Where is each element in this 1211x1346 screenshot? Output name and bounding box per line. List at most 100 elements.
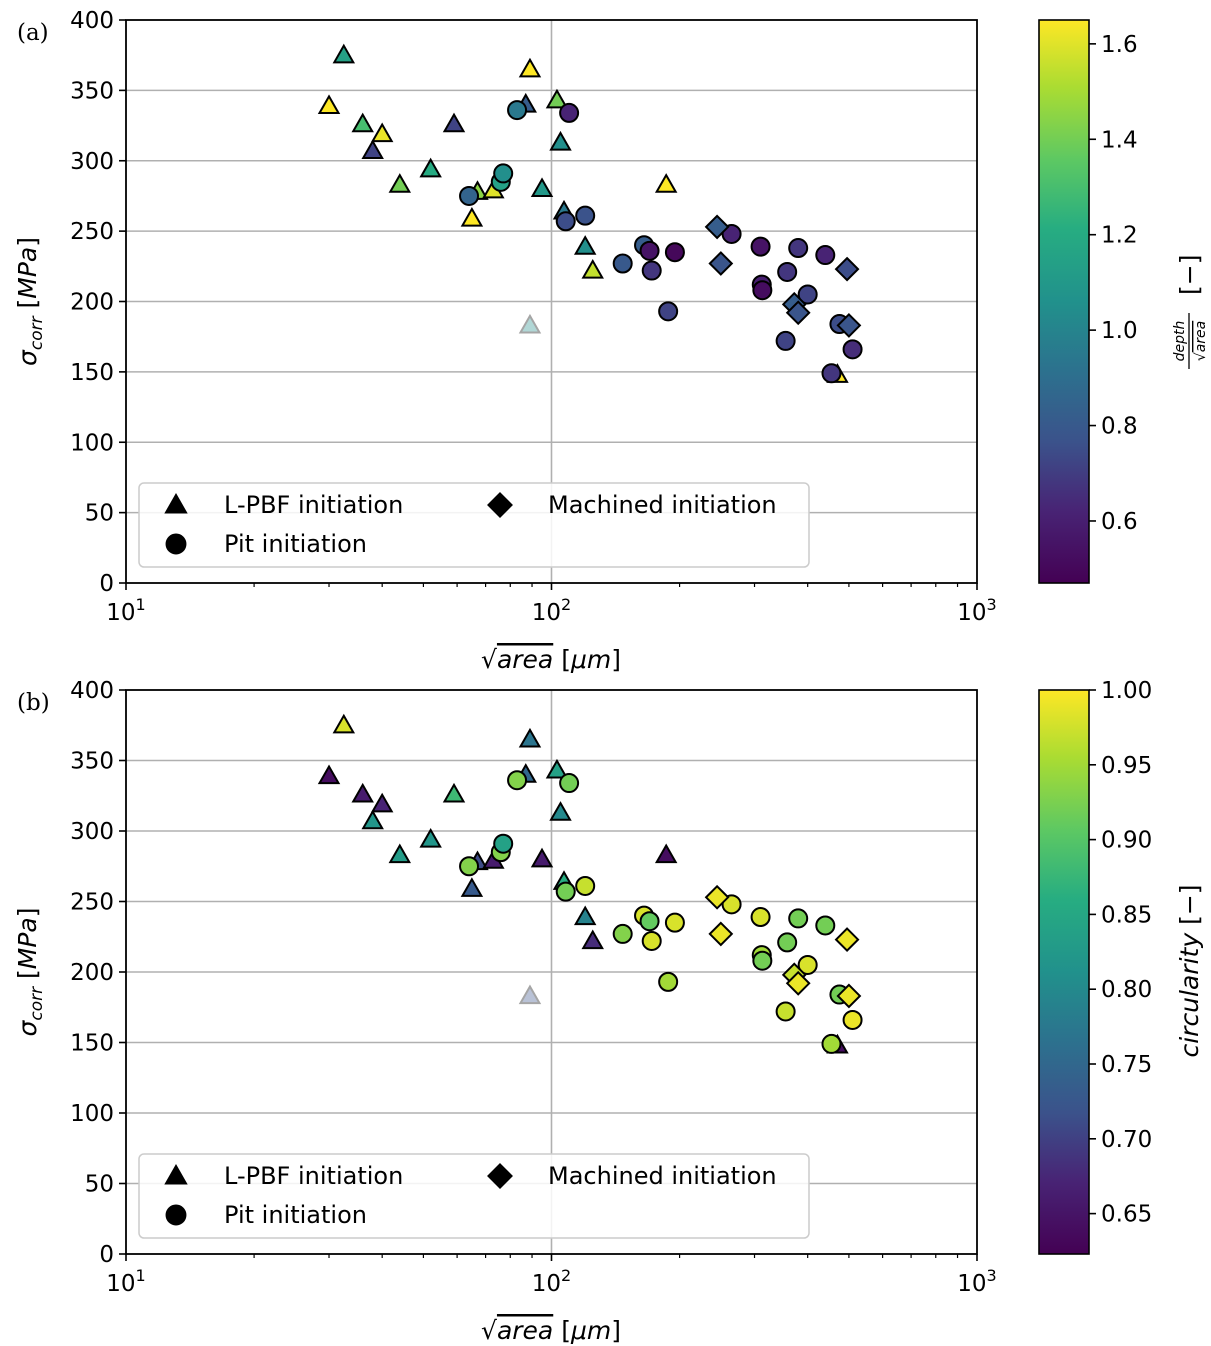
data-point-diamond — [708, 251, 734, 276]
data-point-triangle — [351, 782, 374, 803]
data-point-triangle — [388, 843, 412, 864]
data-point-triangle — [419, 157, 442, 178]
x-tick-label: 102 — [532, 1266, 571, 1297]
data-point-circle — [507, 100, 528, 121]
colorbar-label: circularity [−] — [1175, 884, 1204, 1057]
data-point-circle — [821, 1033, 842, 1054]
colorbar-tick-label: 1.2 — [1101, 223, 1138, 249]
legend-marker-triangle — [164, 1164, 188, 1185]
legend-marker-diamond — [487, 1163, 513, 1189]
data-point-circle — [612, 253, 633, 274]
data-points — [317, 713, 863, 1054]
data-point-circle — [752, 950, 773, 971]
y-tick-label: 400 — [70, 678, 114, 704]
data-point-circle — [641, 930, 662, 951]
colorbar-tick-label: 0.6 — [1101, 509, 1138, 535]
colorbar-tick-label: 1.0 — [1101, 318, 1138, 344]
data-point-circle — [777, 261, 798, 282]
data-point-diamond — [785, 300, 811, 326]
legend-label: L-PBF initiation — [224, 1162, 403, 1190]
data-point-circle — [612, 923, 633, 944]
data-point-circle — [788, 908, 809, 929]
panel-b: 0 50 100 150 200 250 300 350 400 101 102 103 √area [… — [13, 678, 1204, 1345]
colorbar-gradient — [1038, 689, 1090, 1255]
data-point-circle — [641, 260, 662, 281]
data-point-triangle — [442, 782, 466, 803]
colorbar-label-text: circularity [−] — [1175, 884, 1204, 1057]
data-point-circle — [639, 240, 660, 261]
colorbar-tick-label: 1.00 — [1101, 678, 1152, 704]
legend-marker-circle — [165, 533, 187, 555]
data-point-triangle — [530, 847, 554, 868]
y-tick-label: 300 — [70, 149, 114, 175]
legend: L-PBF initiation Pit initiation Machined i… — [138, 482, 810, 568]
colorbar-label-numerator: depth — [1172, 321, 1188, 362]
y-tick-label: 50 — [85, 501, 114, 527]
data-point-circle — [797, 954, 818, 975]
data-point-triangle — [573, 905, 597, 926]
data-point-triangle — [317, 94, 341, 114]
grid — [126, 20, 977, 583]
x-tick-label: 103 — [957, 595, 996, 626]
colorbar-tick-label: 1.4 — [1101, 127, 1138, 153]
data-point-triangle — [518, 313, 542, 334]
data-point-circle — [664, 912, 685, 933]
colorbar-tick-label: 0.75 — [1101, 1052, 1152, 1078]
legend-marker-diamond — [487, 492, 513, 518]
data-point-circle — [721, 223, 742, 244]
data-point-circle — [750, 236, 771, 257]
data-point-triangle — [351, 112, 374, 133]
data-point-triangle — [545, 88, 569, 109]
colorbar-tick-label: 0.65 — [1101, 1202, 1152, 1228]
data-point-circle — [777, 932, 798, 953]
data-point-circle — [493, 833, 514, 854]
data-point-circle — [459, 856, 480, 877]
data-point-triangle — [419, 827, 442, 848]
data-point-triangle — [581, 929, 604, 950]
data-point-triangle — [460, 877, 484, 897]
y-tick-label: 50 — [85, 1172, 114, 1198]
y-tick-label: 250 — [70, 890, 114, 916]
legend-label: Machined initiation — [548, 491, 777, 519]
colorbar-tick-label: 0.80 — [1101, 977, 1152, 1003]
colorbar-tick-label: 0.85 — [1101, 902, 1152, 928]
data-point-circle — [639, 911, 660, 932]
data-point-diamond — [704, 884, 730, 910]
data-point-diamond — [704, 214, 730, 240]
legend-marker-circle — [165, 1204, 187, 1226]
colorbar-tick-label: 1.6 — [1101, 32, 1138, 58]
data-point-triangle — [370, 122, 394, 143]
legend-label: L-PBF initiation — [224, 491, 403, 519]
y-tick-label: 350 — [70, 749, 114, 775]
x-tick-label: 101 — [106, 595, 145, 626]
colorbar-label-unit: [−] — [1175, 255, 1204, 295]
data-point-circle — [493, 163, 514, 184]
data-point-triangle — [581, 259, 604, 279]
data-point-circle — [842, 339, 863, 360]
y-tick-label: 200 — [70, 960, 114, 986]
y-axis: 0 50 100 150 200 250 300 350 400 — [70, 678, 126, 1268]
data-point-circle — [575, 875, 596, 896]
data-point-triangle — [317, 764, 341, 785]
y-tick-label: 350 — [70, 78, 114, 104]
y-tick-label: 300 — [70, 819, 114, 845]
x-tick-label: 102 — [532, 595, 571, 626]
data-point-circle — [721, 894, 742, 915]
data-point-triangle — [530, 177, 554, 198]
x-axis-label: √area [μm] — [481, 645, 621, 674]
colorbar-label: depth √area [−] — [1172, 255, 1209, 369]
data-point-circle — [815, 245, 836, 266]
data-point-triangle — [361, 139, 384, 160]
data-point-circle — [559, 773, 580, 794]
data-point-triangle — [549, 801, 572, 821]
y-axis: 0 50 100 150 200 250 300 350 400 — [70, 8, 126, 597]
data-point-triangle — [545, 758, 569, 779]
data-point-circle — [797, 284, 818, 305]
legend-marker-triangle — [164, 493, 188, 514]
data-point-circle — [555, 211, 576, 232]
x-tick-label: 103 — [957, 1266, 996, 1297]
data-point-triangle — [460, 206, 484, 227]
data-point-circle — [559, 102, 580, 123]
x-axis: 101 102 103 — [106, 583, 997, 626]
